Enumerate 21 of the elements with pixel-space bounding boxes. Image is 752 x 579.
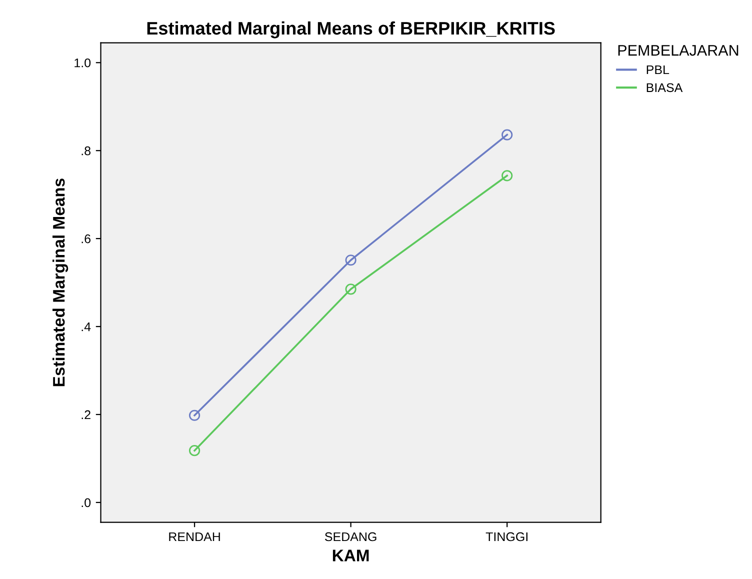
point <box>188 445 200 456</box>
point <box>502 170 513 182</box>
legend-title: PEMBELAJARAN <box>618 45 738 56</box>
y-tick-label: 1.0 <box>74 58 91 68</box>
x-tick-label: RENDAH <box>169 532 220 542</box>
y-axis-title: Estimated Marginal Means <box>52 178 68 386</box>
point <box>188 410 200 421</box>
y-tick-label: .6 <box>82 234 90 244</box>
point <box>502 129 513 140</box>
y-tick-label: .8 <box>82 146 91 156</box>
y-tick-label: .4 <box>82 322 91 332</box>
point <box>345 254 356 266</box>
x-axis-title: KAM <box>332 550 369 562</box>
y-tick-label: .2 <box>82 410 90 420</box>
point <box>345 284 356 295</box>
legend-label: PBL <box>646 65 670 74</box>
x-tick-label: TINGGI <box>486 532 528 542</box>
legend-label: BIASA <box>646 83 683 92</box>
y-tick-label: .0 <box>82 498 91 508</box>
chart-title: Estimated Marginal Means of BERPIKIR_KRITIS <box>147 21 555 38</box>
x-tick-label: SEDANG <box>324 532 376 542</box>
